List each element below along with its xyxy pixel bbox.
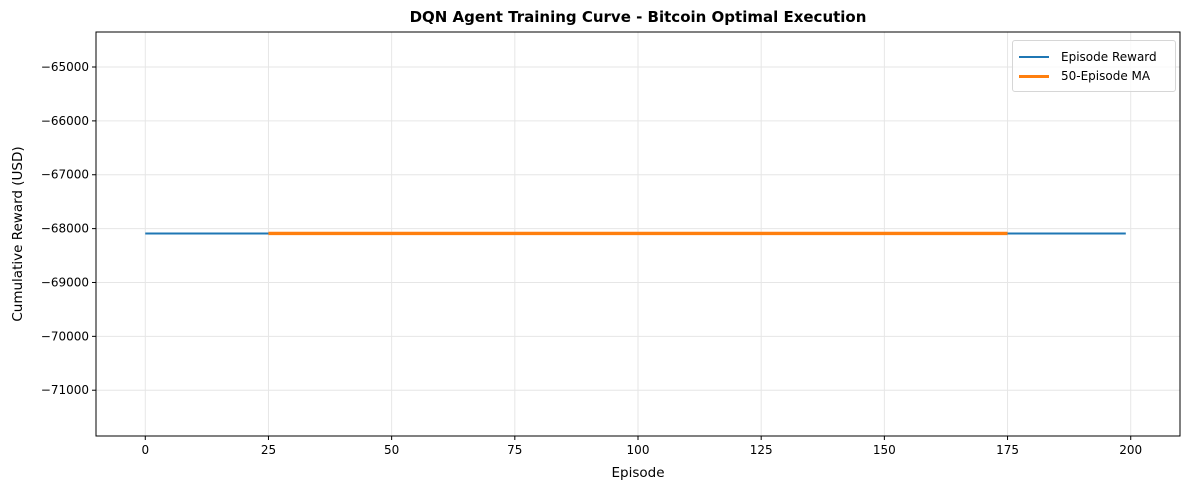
legend-swatch-orange xyxy=(1019,74,1049,78)
x-tick-label: 125 xyxy=(750,443,773,457)
x-tick-label: 25 xyxy=(261,443,276,457)
x-tick-label: 150 xyxy=(873,443,896,457)
y-tick-label: −66000 xyxy=(41,114,89,128)
x-tick-label: 200 xyxy=(1119,443,1142,457)
y-tick-label: −71000 xyxy=(41,383,89,397)
x-tick-label: 175 xyxy=(996,443,1019,457)
y-tick-label: −70000 xyxy=(41,329,89,343)
legend-label: 50-Episode MA xyxy=(1061,69,1151,83)
x-axis-ticks: 0 25 50 75 100 125 150 175 200 xyxy=(141,436,1142,457)
y-tick-label: −65000 xyxy=(41,60,89,74)
legend-item-episode-reward: Episode Reward xyxy=(1019,49,1157,65)
chart-title: DQN Agent Training Curve - Bitcoin Optim… xyxy=(409,8,867,26)
x-axis-label: Episode xyxy=(611,465,664,481)
x-tick-label: 50 xyxy=(384,443,399,457)
legend-item-ma: 50-Episode MA xyxy=(1019,68,1150,84)
legend-swatch-blue xyxy=(1019,56,1049,58)
y-tick-label: −67000 xyxy=(41,168,89,182)
y-tick-label: −69000 xyxy=(41,275,89,289)
legend-label: Episode Reward xyxy=(1061,50,1157,64)
x-tick-label: 100 xyxy=(627,443,650,457)
y-axis-label: Cumulative Reward (USD) xyxy=(10,146,26,321)
y-tick-label: −68000 xyxy=(41,222,89,236)
x-tick-label: 75 xyxy=(507,443,522,457)
x-tick-label: 0 xyxy=(141,443,149,457)
legend: Episode Reward 50-Episode MA xyxy=(1012,40,1176,92)
y-axis-ticks: −65000 −66000 −67000 −68000 −69000 −70000 −710… xyxy=(41,60,96,397)
